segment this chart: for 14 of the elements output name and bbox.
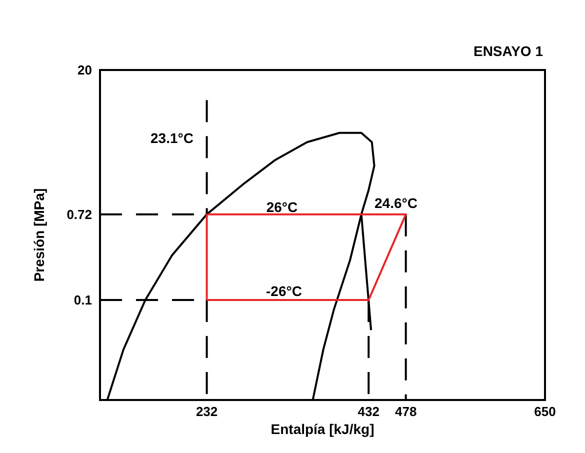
x-tick-label: 478	[394, 404, 417, 419]
annotation: 26°C	[266, 199, 298, 215]
y-axis-title: Presión [MPa]	[31, 188, 47, 282]
y-tick-label: 0.72	[66, 206, 92, 222]
annotation: 23.1°C	[150, 130, 194, 146]
y-tick-label: 0.1	[74, 292, 92, 308]
annotation: -26°C	[266, 283, 302, 299]
annotation: 24.6°C	[374, 195, 418, 211]
y-tick-label: 20	[78, 62, 92, 78]
x-tick-label: 650	[534, 404, 556, 419]
x-axis-title: Entalpía [kJ/kg]	[270, 421, 374, 437]
x-tick-label: 232	[196, 404, 218, 419]
chart-title: ENSAYO 1	[473, 43, 544, 59]
x-tick-label: 432	[358, 404, 380, 419]
